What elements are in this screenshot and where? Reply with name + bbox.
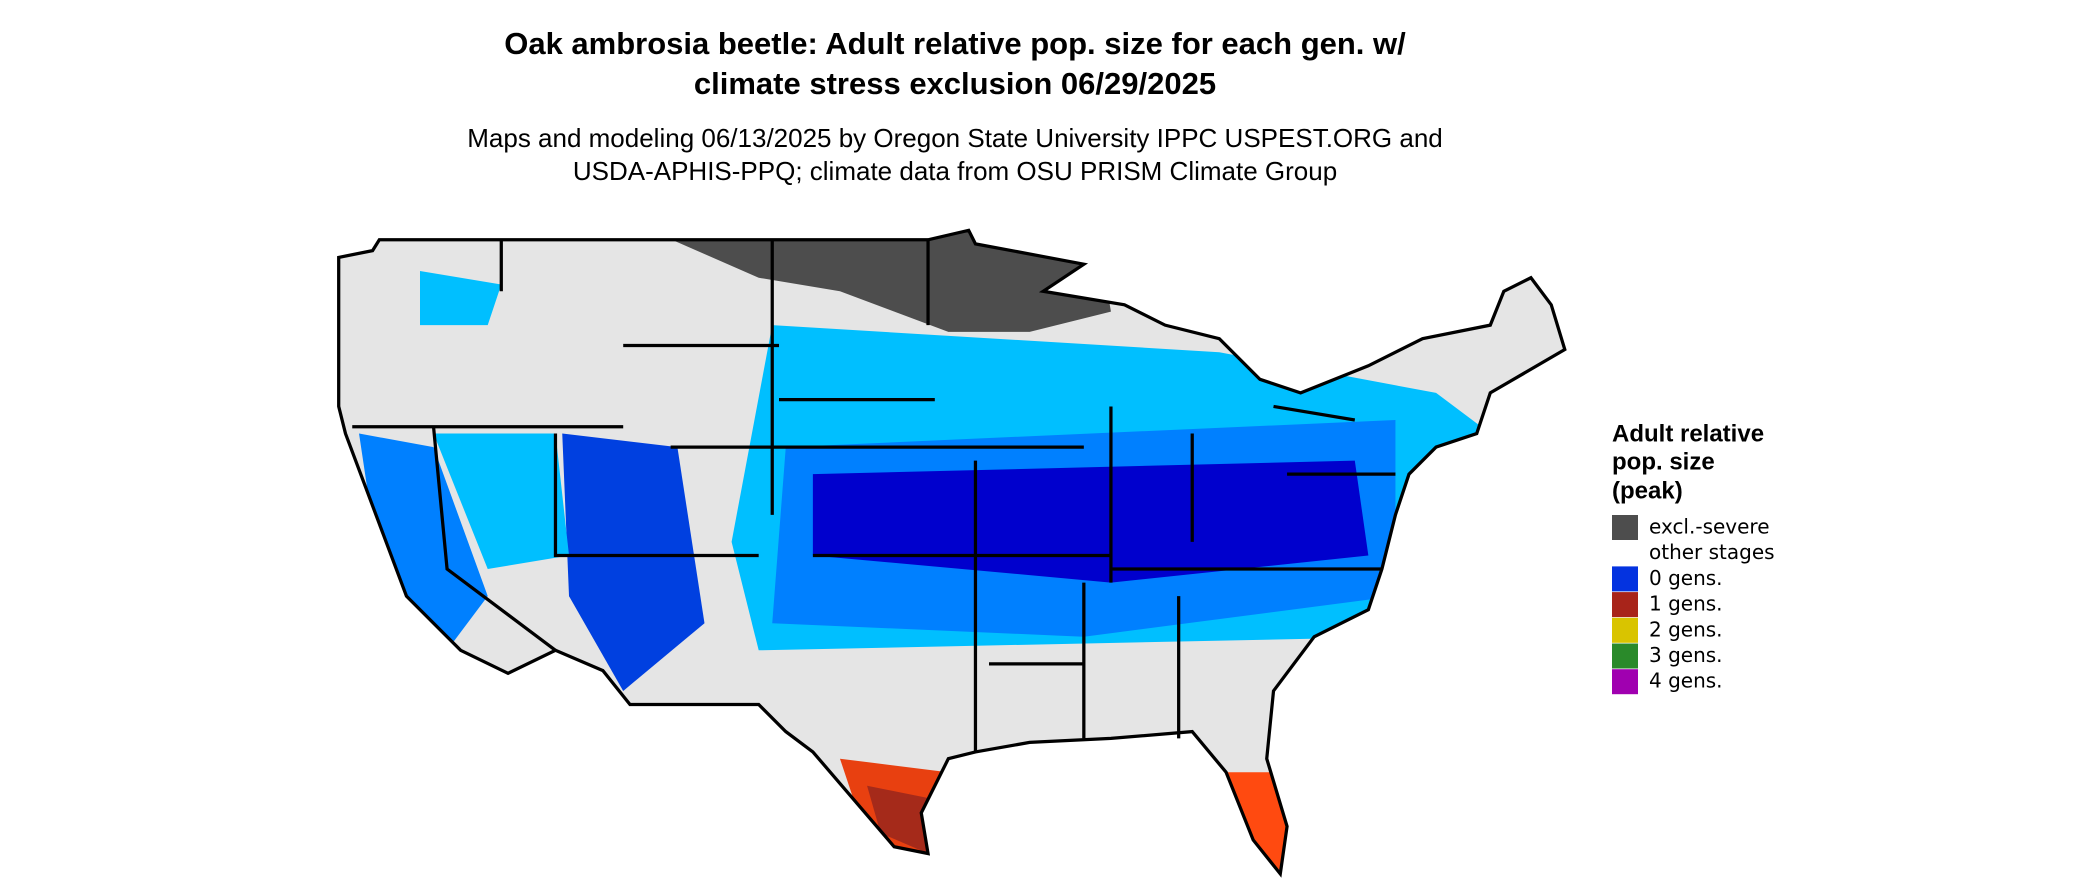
legend-label: other stages — [1649, 540, 1775, 564]
legend-swatch — [1612, 669, 1638, 695]
legend-label: excl.-severe — [1649, 515, 1770, 539]
legend-swatch — [1612, 566, 1638, 592]
title: Oak ambrosia beetle: Adult relative pop.… — [504, 26, 1406, 61]
legend-label: 4 gens. — [1649, 669, 1723, 693]
legend-swatch — [1612, 617, 1638, 643]
legend-swatch — [1612, 592, 1638, 618]
legend-title: Adult relative — [1612, 420, 1764, 447]
legend-label: 1 gens. — [1649, 592, 1723, 616]
legend-title: (peak) — [1612, 477, 1683, 504]
legend-swatch — [1612, 540, 1638, 566]
map — [337, 228, 1567, 876]
legend-swatch — [1612, 515, 1638, 540]
legend-label: 3 gens. — [1649, 643, 1723, 667]
title: climate stress exclusion 06/29/2025 — [694, 66, 1216, 101]
subtitle: USDA-APHIS-PPQ; climate data from OSU PR… — [573, 156, 1337, 186]
legend-title: pop. size — [1612, 448, 1715, 475]
subtitle: Maps and modeling 06/13/2025 by Oregon S… — [467, 123, 1443, 153]
legend-label: 0 gens. — [1649, 566, 1723, 590]
legend-label: 2 gens. — [1649, 617, 1723, 641]
legend-swatch — [1612, 643, 1638, 669]
